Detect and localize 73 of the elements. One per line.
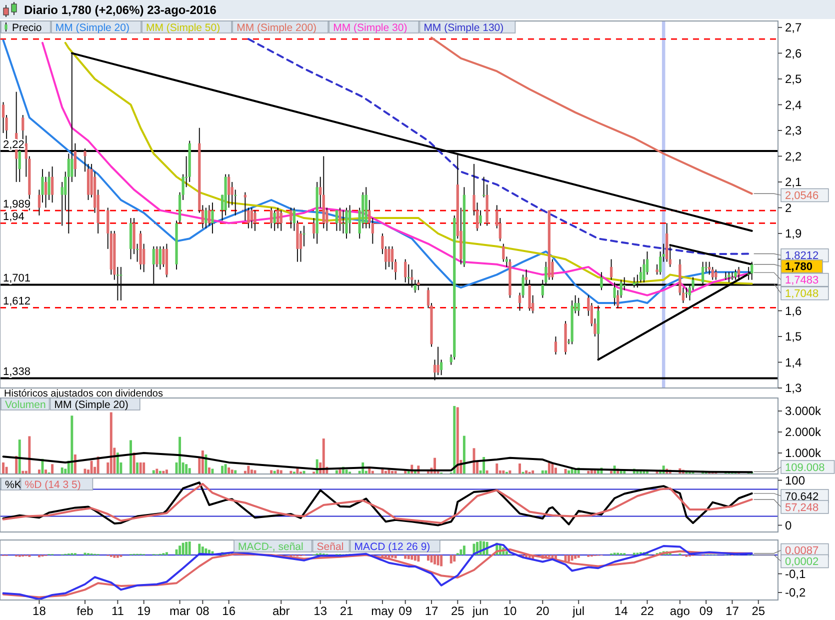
y-tick-label: 1,4: [785, 355, 802, 370]
x-tick-label: 20: [536, 604, 550, 618]
x-tick-label: ago: [670, 604, 690, 618]
chart-title: Diario 1,780 (+2,06%) 23-ago-2016: [24, 3, 217, 17]
y-tick-label: 3.000k: [785, 404, 822, 418]
series-label: Señal: [316, 540, 344, 553]
data-label: 1,7483: [785, 274, 819, 287]
x-tick-label: may: [371, 604, 394, 618]
series-label: %D (14 3 5): [24, 478, 81, 491]
data-label: 0,0087: [785, 545, 819, 558]
x-tick-label: 22: [640, 604, 654, 618]
text: MM (Simple 20): [55, 22, 130, 34]
data-label: 1,7048: [785, 288, 819, 300]
y-tick-label: 1,5: [785, 330, 802, 344]
x-tick-label: 10: [503, 604, 517, 618]
x-tick-label: jul: [572, 604, 585, 618]
data-label: 109.008: [785, 462, 825, 474]
y-tick-label: -0,1: [785, 566, 806, 581]
text: Volumen: [5, 398, 46, 411]
text: MM (Simple 200): [236, 22, 317, 34]
x-tick-label: 17: [726, 604, 740, 618]
y-tick-label: 2,7: [785, 20, 802, 35]
x-tick-label: 13: [314, 604, 328, 618]
x-tick-label: 25: [450, 604, 465, 618]
y-tick-label: 100: [785, 473, 806, 488]
x-tick-label: 11: [111, 604, 124, 618]
x-tick-label: 18: [32, 604, 46, 618]
x-tick-label: 08: [196, 604, 210, 618]
text: %K: [5, 478, 22, 491]
legend-label: Precio: [12, 22, 42, 34]
y-tick-label: 2,1: [785, 175, 802, 190]
text: MM (Simple 50): [146, 22, 220, 34]
y-tick-label: 2,5: [785, 72, 802, 86]
x-tick-label: abr: [272, 604, 290, 618]
text: MM (Simple 20): [54, 398, 128, 411]
data-label: 1,8212: [785, 250, 819, 262]
ref-line-label: 1,338: [3, 366, 31, 378]
x-tick-label: 21: [340, 604, 354, 618]
x-tick-label: mar: [169, 604, 190, 618]
ref-line-label: 1,701: [3, 272, 31, 285]
x-tick-label: jun: [472, 604, 489, 618]
y-tick-label: 2: [785, 200, 792, 215]
y-tick-label: 0: [785, 518, 792, 532]
data-label: 2,0546: [785, 190, 819, 202]
x-tick-label: 09: [699, 604, 714, 618]
y-tick-label: 2,4: [785, 98, 802, 112]
series-label: MACD-, señal: [238, 540, 304, 553]
y-tick-label: -0,2: [785, 586, 806, 600]
y-tick-label: 1.000k: [785, 446, 822, 460]
annotation: 1,780: [785, 261, 813, 274]
data-label: 70,642: [785, 490, 819, 503]
annotation: Históricos ajustados con dividendos: [4, 388, 163, 400]
data-label: 0,0002: [785, 556, 819, 568]
text: MM (Simple 30): [333, 22, 408, 34]
ref-line-label: 1,612: [3, 296, 31, 308]
y-tick-label: 2,3: [785, 124, 802, 138]
ref-line-label: 1,94: [3, 211, 24, 224]
y-tick-label: 1,3: [785, 381, 802, 396]
y-tick-label: 1,9: [785, 226, 802, 241]
y-tick-label: 2.000k: [785, 425, 822, 440]
x-tick-label: 16: [222, 604, 236, 618]
y-tick-label: 1,6: [785, 304, 802, 318]
x-tick-label: 25: [752, 604, 766, 618]
x-tick-label: 09: [398, 604, 412, 618]
text: MM (Simple 130): [424, 22, 504, 34]
x-tick-label: feb: [76, 604, 94, 618]
series-label: MACD (12 26 9): [354, 540, 430, 553]
x-tick-label: 19: [137, 604, 151, 618]
data-label: 57,248: [785, 502, 819, 514]
x-tick-label: 17: [424, 604, 438, 618]
x-tick-label: 14: [614, 604, 628, 618]
y-tick-label: 2,6: [785, 46, 802, 60]
y-tick-label: 2,2: [785, 149, 802, 164]
